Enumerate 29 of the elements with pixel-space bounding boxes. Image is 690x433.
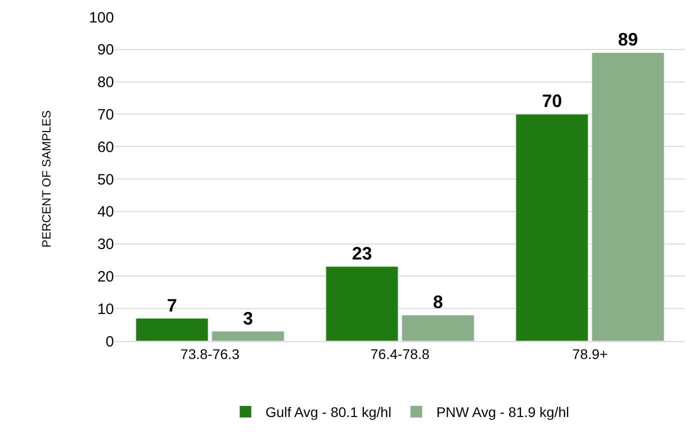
bar — [136, 318, 208, 341]
data-label: 8 — [432, 292, 444, 312]
y-tick-label: 10 — [97, 300, 114, 318]
y-tick-label: 100 — [88, 9, 114, 26]
y-tick-label: 50 — [97, 171, 114, 188]
bar — [516, 114, 588, 341]
bar — [402, 314, 474, 341]
legend-label: PNW Avg - 81.9 kg/hl — [436, 404, 570, 420]
x-tick-label: 78.9+ — [572, 346, 608, 362]
bar — [592, 52, 664, 341]
legend-label: Gulf Avg - 80.1 kg/hl — [266, 404, 392, 420]
y-tick-label: 90 — [97, 42, 114, 59]
y-tick-label: 20 — [97, 268, 114, 286]
data-label: 89 — [618, 30, 638, 50]
y-tick-label: 60 — [97, 138, 114, 156]
bar — [212, 331, 284, 341]
data-label: 7 — [166, 295, 178, 316]
data-label: 23 — [352, 243, 372, 264]
x-tick-label: 76.4-78.8 — [370, 346, 430, 362]
y-tick-label: 40 — [97, 204, 114, 221]
x-tick-label: 73.8-76.3 — [180, 346, 240, 362]
y-tick-label: 80 — [97, 74, 114, 92]
y-tick-label: 70 — [97, 106, 114, 124]
y-tick-label: 30 — [97, 236, 114, 254]
data-label: 70 — [542, 91, 562, 112]
y-axis-title: PERCENT OF SAMPLES — [39, 110, 54, 248]
bar — [326, 266, 398, 341]
y-tick-label: 0 — [106, 333, 114, 350]
data-label: 3 — [242, 308, 254, 328]
